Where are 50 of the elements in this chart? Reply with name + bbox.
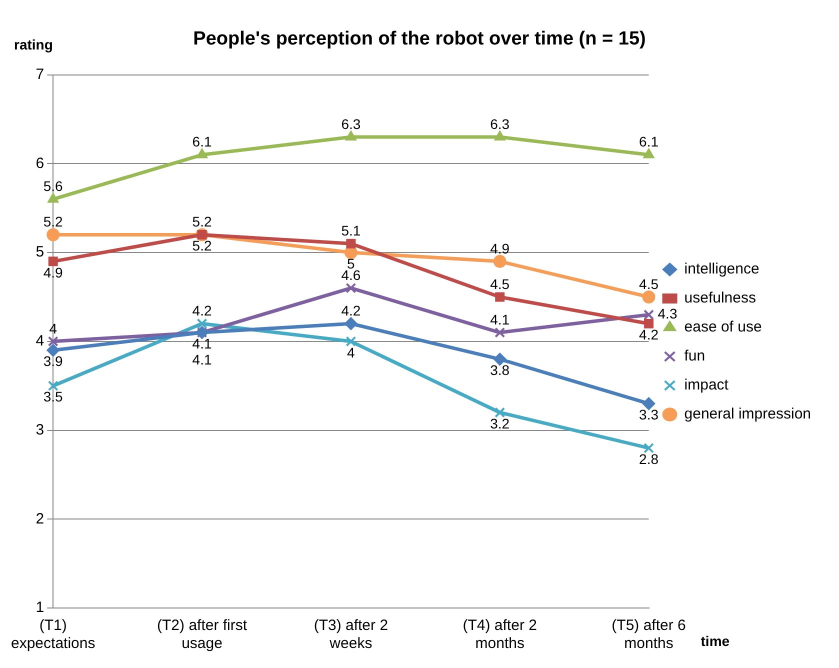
data-label: 4.1	[192, 351, 212, 368]
data-label: 4.5	[639, 276, 659, 292]
data-label: 3.8	[490, 362, 510, 378]
data-label: 5.2	[43, 214, 64, 230]
data-label: 6.1	[192, 134, 212, 150]
y-tick-label: 6	[36, 154, 44, 172]
legend-label: general impression	[684, 406, 812, 423]
x-tick-label: (T3) after 2 weeks	[314, 617, 388, 652]
data-label: 3.9	[43, 353, 64, 370]
x-tick-label: (T4) after 2 months	[462, 617, 537, 652]
chart-title: People's perception of the robot over time (n = 15)	[193, 28, 646, 50]
x-tick-label: (T1) expectations	[10, 617, 96, 652]
data-label: 4.2	[639, 326, 659, 342]
data-label: 6.3	[341, 116, 361, 132]
data-label: 4.9	[490, 240, 510, 256]
legend-label: ease of use	[684, 318, 762, 336]
y-tick-label: 3	[36, 421, 44, 438]
data-label: 5.2	[192, 214, 212, 230]
legend-label: usefulness	[684, 290, 756, 307]
legend-label: impact	[684, 376, 730, 394]
data-label: 5.1	[341, 222, 361, 239]
data-label: 4.9	[43, 264, 64, 280]
y-tick-label: 1	[36, 599, 44, 616]
data-label: 4.5	[490, 276, 510, 292]
data-label: 3.3	[639, 406, 659, 422]
x-tick-label: (T5) after 6 months	[612, 617, 686, 652]
y-axis-title: rating	[14, 36, 53, 53]
y-tick-label: 5	[36, 244, 44, 261]
data-label: 3.5	[43, 388, 64, 405]
data-label: 4.2	[192, 302, 212, 318]
data-label: 4.1	[192, 335, 212, 352]
y-tick-label: 4	[36, 332, 44, 350]
data-label: 5.6	[43, 178, 64, 194]
y-tick-label: 7	[36, 66, 44, 83]
data-label: 6.3	[490, 116, 510, 132]
y-tick-label: 2	[36, 510, 44, 528]
x-tick-label: (T2) after first usage	[157, 617, 248, 652]
x-axis-title: time	[700, 632, 730, 649]
data-label: 5	[347, 255, 356, 272]
data-label: 5.2	[192, 238, 212, 254]
data-label: 4.2	[341, 302, 361, 318]
data-label: 4.1	[490, 311, 510, 328]
data-label: 4	[347, 344, 356, 360]
data-label: 6.1	[639, 134, 659, 150]
data-label: 3.2	[490, 415, 510, 432]
data-label: 4	[49, 320, 58, 336]
legend-label: intelligence	[684, 260, 760, 278]
legend-label: fun	[684, 348, 706, 365]
data-label: 4.3	[658, 306, 678, 322]
data-label: 2.8	[639, 450, 659, 467]
